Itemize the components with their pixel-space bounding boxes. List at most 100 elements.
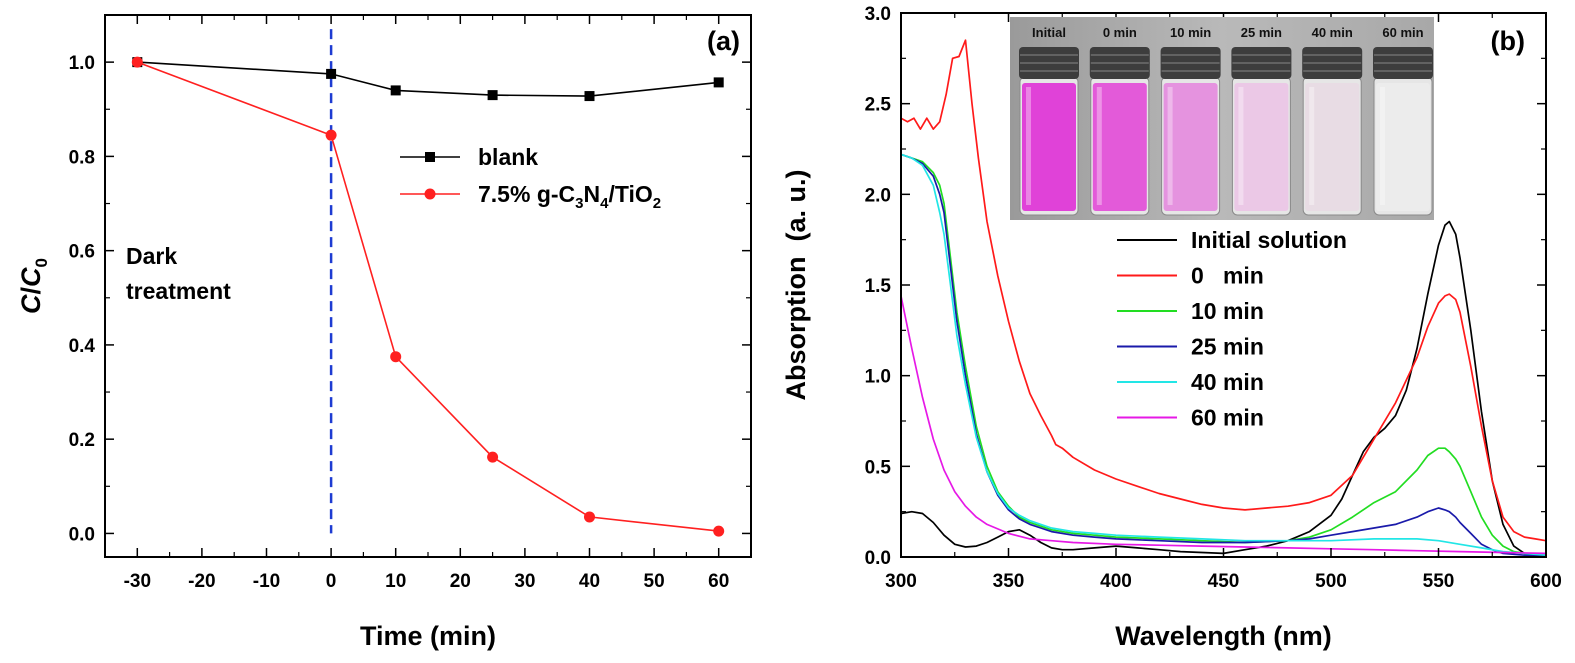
vial-liquid [1305, 83, 1360, 211]
legend-label-composite: 7.5% g-C3N4/TiO2 [478, 181, 661, 212]
x-tick-label: 600 [1530, 571, 1562, 592]
legend-label-2: 10 min [1191, 298, 1264, 324]
y-axis-title-part: C [16, 294, 46, 314]
legend-subscript: 3 [575, 195, 583, 212]
legend-subscript: 2 [653, 195, 661, 212]
y-tick-label: 2.5 [865, 95, 892, 116]
vial-liquid [1376, 83, 1430, 211]
vial-highlight [1026, 87, 1031, 205]
x-tick-label: 50 [644, 571, 665, 592]
x-tick-label: 60 [708, 571, 729, 592]
vial-liquid [1092, 83, 1147, 211]
data-point-blank [326, 68, 337, 79]
data-point-blank [390, 85, 401, 96]
legend-label-3: 25 min [1191, 334, 1264, 360]
annotation-treatment: treatment [126, 278, 231, 304]
x-tick-label: -30 [124, 571, 151, 592]
x-tick-label: 300 [885, 571, 917, 592]
x-tick-label: 400 [1100, 571, 1132, 592]
vial-label: 0 min [1103, 25, 1137, 40]
vials-photo-inset: Initial 0 min 10 min 25 min 40 min 60 min [1010, 17, 1434, 220]
y-tick-label: 0.4 [69, 336, 96, 357]
legend-label-0: Initial solution [1191, 227, 1347, 253]
y-tick-label: 0.5 [865, 457, 892, 478]
x-axis-title: Wavelength (nm) [1115, 621, 1332, 651]
vial-liquid [1022, 83, 1076, 211]
legend: Initial solution 0 min 10 min 25 min 40 min 6… [1117, 227, 1347, 431]
photo-background [1010, 17, 1434, 220]
data-point-composite [131, 56, 143, 68]
panel-label: (b) [1491, 26, 1525, 56]
y-tick-label: 1.5 [865, 276, 892, 297]
data-point-blank [713, 77, 724, 88]
legend-marker-composite [424, 188, 436, 200]
legend-text-part: 7.5% g-C [478, 181, 575, 207]
x-tick-label: -20 [188, 571, 215, 592]
x-tick-label: 30 [514, 571, 535, 592]
legend-label-1: 0 min [1191, 263, 1264, 289]
spectrum-line-2 [901, 153, 1546, 557]
legend-text-part: N [583, 181, 600, 207]
y-tick-label: 0.8 [69, 147, 95, 168]
x-tick-label: 500 [1315, 571, 1347, 592]
panel-a-chart: -30 -20 -10 0 10 20 30 40 50 600.00.20.40.60.81.0… [16, 14, 752, 651]
data-point-blank [584, 91, 595, 102]
data-point-blank [487, 90, 498, 101]
data-point-composite [390, 351, 402, 363]
y-axis-subscript: 0 [32, 258, 51, 267]
series-line-blank [137, 61, 719, 97]
y-tick-label: 2.0 [865, 185, 891, 206]
x-axis-title: Time (min) [360, 621, 496, 651]
x-tick-label: 450 [1208, 571, 1240, 592]
series-line-composite [137, 61, 719, 532]
vial-liquid [1163, 83, 1218, 211]
x-tick-label: 0 [326, 571, 337, 592]
y-axis-title: C/C0 [16, 258, 51, 314]
panel-label: (a) [707, 26, 740, 56]
legend-label-blank: blank [478, 144, 538, 170]
x-tick-label: 550 [1423, 571, 1455, 592]
vial-label: 40 min [1312, 25, 1353, 40]
legend: blank 7.5% g-C3N4/TiO2 [400, 144, 661, 212]
y-tick-label: 1.0 [865, 367, 891, 388]
y-tick-label: 0.6 [69, 242, 95, 263]
spectrum-line-0 [901, 220, 1546, 557]
x-tick-label: 10 [385, 571, 406, 592]
y-tick-label: 0.0 [865, 548, 891, 569]
vial-highlight [1167, 87, 1173, 205]
vial-highlight [1380, 87, 1385, 205]
data-point-composite [487, 451, 499, 463]
y-tick-label: 3.0 [865, 4, 891, 25]
y-axis-title-part: C [16, 267, 46, 287]
vial-liquid [1234, 83, 1289, 211]
data-point-composite [713, 525, 725, 537]
vial-label: 25 min [1241, 25, 1282, 40]
y-tick-label: 0.2 [69, 430, 95, 451]
x-tick-label: 40 [579, 571, 600, 592]
legend-label-4: 40 min [1191, 369, 1264, 395]
spectrum-line-3 [901, 153, 1546, 557]
legend-subscript: 4 [600, 195, 609, 212]
x-tick-label: -10 [253, 571, 280, 592]
spectrum-line-4 [901, 153, 1546, 557]
x-tick-label: 350 [993, 571, 1025, 592]
annotation-dark: Dark [126, 243, 177, 269]
vial-label: Initial [1032, 25, 1066, 40]
legend-label-5: 60 min [1191, 405, 1264, 431]
data-point-composite [325, 129, 337, 141]
data-point-composite [584, 511, 595, 523]
vial-highlight [1238, 87, 1244, 205]
vial-highlight [1309, 87, 1315, 205]
y-axis-title: Absorption (a. u.) [781, 170, 811, 401]
panel-b-chart: 300 350 400 450 500 550 600 0.0 0.5 1.0 1.5 2.0 2.5 3… [781, 4, 1562, 651]
spectrum-line-1 [901, 39, 1546, 542]
vial-label: 10 min [1170, 25, 1211, 40]
vial-label: 60 min [1382, 25, 1423, 40]
legend-marker-blank [425, 152, 435, 162]
legend-text-part: /TiO [608, 181, 652, 207]
y-tick-label: 1.0 [69, 53, 95, 74]
y-axis-title-part: / [16, 286, 46, 294]
vial-highlight [1096, 87, 1102, 205]
spectrum-line-5 [901, 295, 1546, 555]
